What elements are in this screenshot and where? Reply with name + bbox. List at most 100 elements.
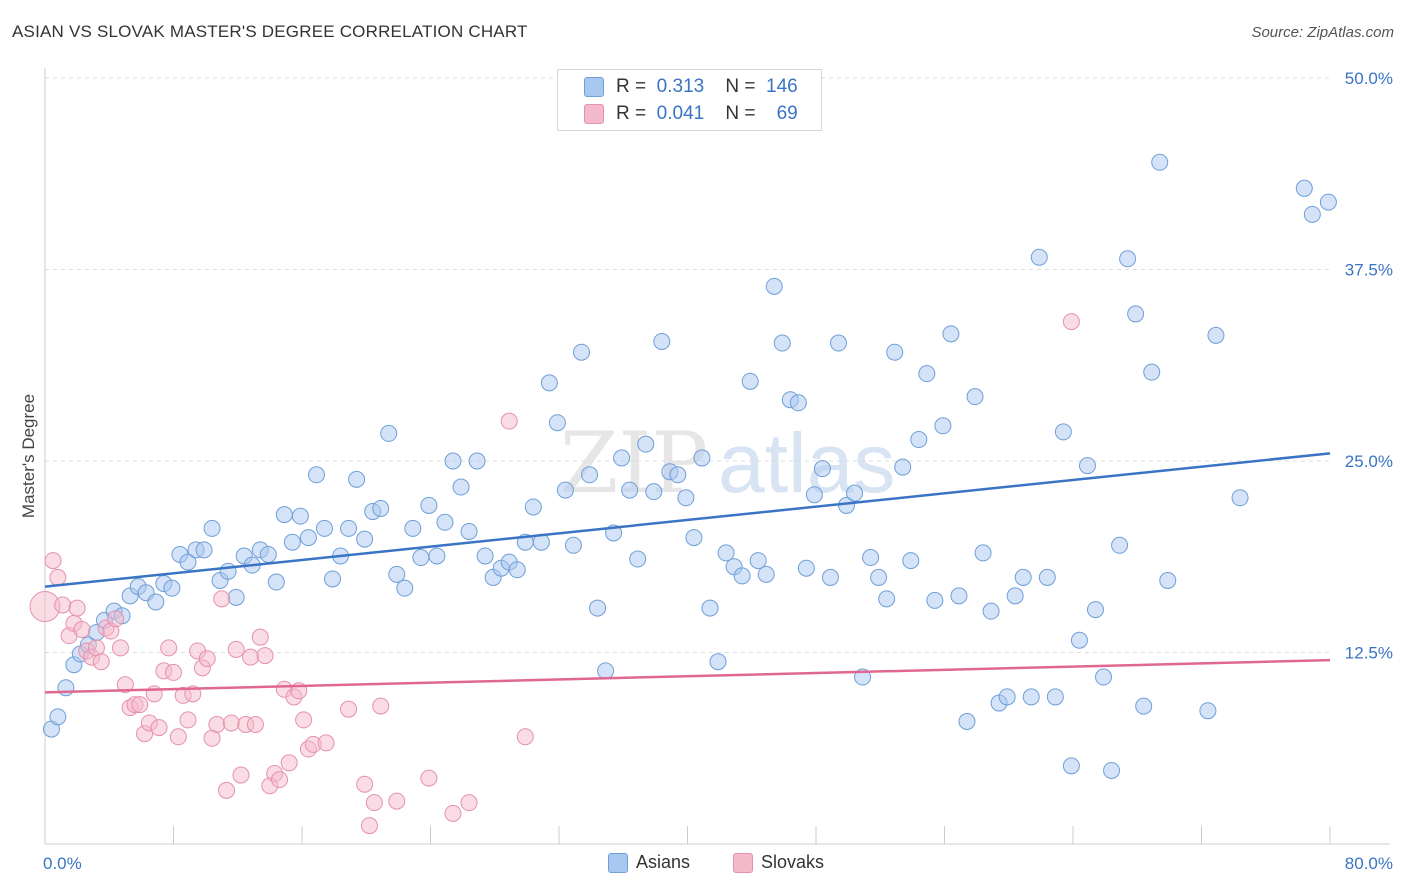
point-asians xyxy=(846,484,864,502)
point-asians xyxy=(918,365,936,383)
point-asians xyxy=(741,372,759,390)
point-asians xyxy=(1319,193,1337,211)
point-asians xyxy=(203,519,221,537)
point-asians xyxy=(669,466,687,484)
point-asians xyxy=(315,519,333,537)
x-tick-label-max: 80.0% xyxy=(1345,854,1393,873)
point-asians xyxy=(49,708,67,726)
point-asians xyxy=(1086,601,1104,619)
bottom-legend-label-slovaks: Slovaks xyxy=(761,852,825,872)
legend-r-value: 0.041 xyxy=(656,103,705,124)
trend-line-asians xyxy=(44,452,1331,588)
point-slovaks xyxy=(388,792,406,810)
point-asians xyxy=(1078,457,1096,475)
point-asians xyxy=(1054,423,1072,441)
y-tick-label: 12.5% xyxy=(1345,644,1393,663)
point-asians xyxy=(508,561,526,579)
data-points xyxy=(29,153,1337,835)
point-asians xyxy=(797,559,815,577)
point-asians xyxy=(733,567,751,585)
point-slovaks xyxy=(356,775,374,793)
point-asians xyxy=(540,374,558,392)
point-asians xyxy=(934,417,952,435)
point-asians xyxy=(179,553,197,571)
point-slovaks xyxy=(165,663,182,681)
legend-swatch-asians xyxy=(584,77,604,97)
trend-line-slovaks xyxy=(44,658,1331,694)
point-slovaks xyxy=(218,781,236,799)
point-asians xyxy=(749,552,767,570)
point-slovaks xyxy=(208,716,226,734)
point-slovaks xyxy=(242,648,260,666)
point-asians xyxy=(645,483,663,501)
point-slovaks xyxy=(317,734,335,752)
point-asians xyxy=(581,466,599,484)
legend-n-value: 146 xyxy=(766,76,798,97)
point-asians xyxy=(460,522,478,540)
point-asians xyxy=(420,496,438,514)
y-tick-label: 37.5% xyxy=(1345,261,1393,280)
point-asians xyxy=(564,536,582,554)
point-slovaks xyxy=(1062,313,1080,331)
legend-box: R = 0.313 N = 146 R = 0.041 N = 69 xyxy=(557,69,822,131)
point-asians xyxy=(1127,305,1145,323)
point-slovaks xyxy=(73,621,91,639)
point-asians xyxy=(1046,688,1064,706)
y-tick-label: 50.0% xyxy=(1345,69,1393,88)
legend-swatch-slovaks xyxy=(584,104,604,124)
point-asians xyxy=(1207,326,1225,344)
point-asians xyxy=(637,435,655,453)
bottom-legend-label-asians: Asians xyxy=(636,852,691,872)
point-asians xyxy=(444,452,462,470)
point-slovaks xyxy=(227,640,245,658)
point-asians xyxy=(950,587,968,605)
point-asians xyxy=(677,489,695,507)
point-asians xyxy=(291,507,309,525)
point-slovaks xyxy=(372,697,390,715)
point-slovaks xyxy=(365,794,383,812)
point-asians xyxy=(476,547,494,565)
point-slovaks xyxy=(107,610,125,628)
point-slovaks xyxy=(444,804,462,822)
point-slovaks xyxy=(150,719,168,737)
point-slovaks xyxy=(280,754,298,772)
point-asians xyxy=(1231,489,1249,507)
bottom-legend-swatch-slovaks xyxy=(733,853,753,873)
point-asians xyxy=(982,602,1000,620)
point-asians xyxy=(147,593,165,611)
y-tick-label: 25.0% xyxy=(1345,452,1393,471)
point-slovaks xyxy=(160,639,178,657)
point-asians xyxy=(789,394,807,412)
point-asians xyxy=(283,533,301,551)
point-asians xyxy=(57,679,75,697)
point-asians xyxy=(589,599,607,617)
point-asians xyxy=(958,712,976,730)
legend-r-value: 0.313 xyxy=(656,76,705,97)
point-slovaks xyxy=(256,647,274,665)
point-slovaks xyxy=(111,639,129,657)
point-slovaks xyxy=(232,766,250,784)
point-asians xyxy=(709,653,727,671)
bottom-legend-swatch-asians xyxy=(608,853,628,873)
legend-n-label: N = xyxy=(725,103,756,124)
point-slovaks xyxy=(68,599,86,617)
point-asians xyxy=(275,506,293,524)
point-slovaks xyxy=(420,769,438,787)
legend-stats-slovaks: R = 0.041 N = 69 xyxy=(616,103,798,125)
point-asians xyxy=(1143,363,1161,381)
point-asians xyxy=(1062,757,1080,775)
point-asians xyxy=(765,277,783,295)
point-asians xyxy=(862,549,880,567)
point-asians xyxy=(902,552,920,570)
point-asians xyxy=(396,579,414,597)
point-asians xyxy=(267,573,285,591)
point-asians xyxy=(942,325,960,343)
point-slovaks xyxy=(251,628,269,646)
point-slovaks xyxy=(116,676,134,694)
point-asians xyxy=(910,431,928,449)
point-asians xyxy=(613,449,631,467)
y-axis-label: Master's Degree xyxy=(19,394,38,518)
point-asians xyxy=(1303,205,1321,223)
point-asians xyxy=(452,478,470,496)
